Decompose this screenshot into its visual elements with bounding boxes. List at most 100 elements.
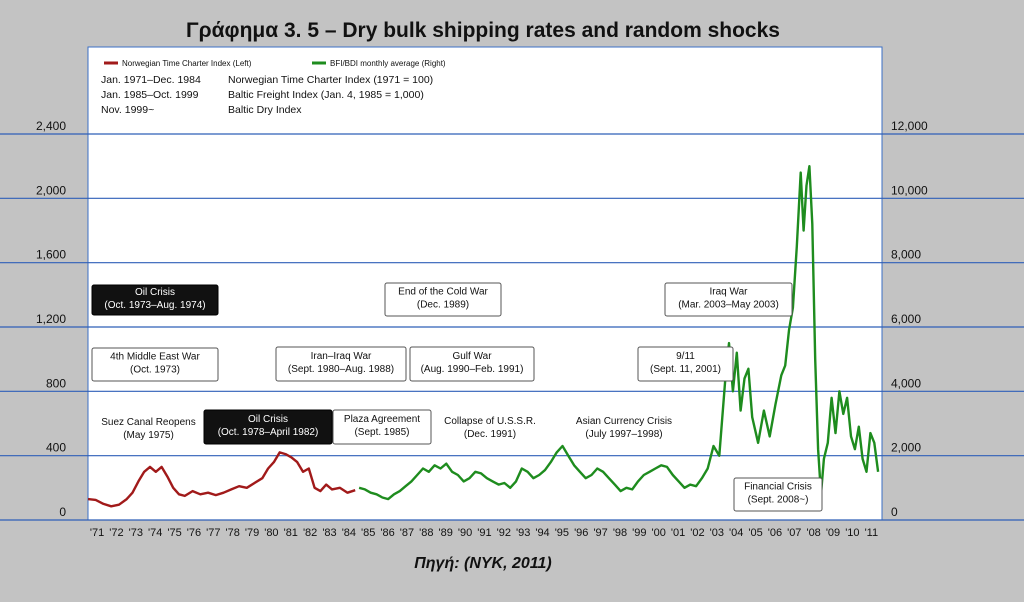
x-tick-label: '07 [787, 527, 801, 539]
index-notes: Jan. 1971–Dec. 1984 Norwegian Time Charte… [101, 74, 433, 116]
x-tick-label: '81 [284, 527, 298, 539]
annotations: Oil Crisis (Oct. 1973–Aug. 1974) 4th Middl… [91, 282, 823, 512]
x-tick-label: '97 [593, 527, 607, 539]
legend-item: Norwegian Time Charter Index (Left) [104, 59, 252, 68]
annotation-box [203, 409, 333, 445]
x-tick-label: '11 [865, 527, 879, 539]
annotation-box [91, 347, 219, 382]
x-tick-label: '91 [477, 527, 491, 539]
x-tick-label: '09 [826, 527, 840, 539]
x-tick-label: '75 [167, 527, 181, 539]
annotation-text: (Sept. 11, 2001) [650, 364, 721, 375]
annotation-box [637, 346, 734, 382]
x-tick-label: '73 [129, 527, 143, 539]
x-tick-label: '82 [303, 527, 317, 539]
annotation-text: Gulf War [452, 351, 492, 362]
annotation: Oil Crisis (Oct. 1973–Aug. 1974) [91, 284, 219, 316]
annotation: Oil Crisis (Oct. 1978–April 1982) [203, 409, 333, 445]
annotation-box [409, 346, 535, 382]
annotation-text: (Oct. 1978–April 1982) [218, 427, 319, 438]
note-period: Nov. 1999~ [101, 104, 154, 116]
note-desc: Baltic Freight Index (Jan. 4, 1985 = 1,0… [228, 89, 424, 101]
annotation-box [664, 282, 793, 317]
annotation-text: (July 1997–1998) [585, 429, 662, 440]
y-left-tick-label: 2,400 [36, 119, 66, 133]
annotation-text: (Sept. 1985) [354, 427, 409, 438]
annotation: Suez Canal Reopens (May 1975) [101, 417, 196, 441]
annotation: Iran–Iraq War (Sept. 1980–Aug. 1988) [275, 346, 407, 382]
y-left-tick-label: 0 [59, 505, 66, 519]
series-lines [87, 165, 880, 508]
y-right-tick-label: 0 [891, 505, 898, 519]
y-right-tick-label: 10,000 [891, 183, 928, 197]
x-tick-label: '04 [729, 527, 743, 539]
ntci-series-line [87, 451, 356, 508]
x-tick-label: '86 [380, 527, 394, 539]
annotation-text: (Aug. 1990–Feb. 1991) [421, 364, 524, 375]
annotation-text: Financial Crisis [744, 482, 812, 493]
x-tick-label: '72 [109, 527, 123, 539]
x-tick-label: '08 [806, 527, 820, 539]
x-tick-label: '78 [225, 527, 239, 539]
bdi-series-line [358, 165, 880, 501]
x-tick-label: '84 [342, 527, 356, 539]
x-tick-label: '89 [439, 527, 453, 539]
annotation: Iraq War (Mar. 2003–May 2003) [664, 282, 793, 317]
annotation-text: (Sept. 1980–Aug. 1988) [288, 364, 394, 375]
annotation-text: Suez Canal Reopens [101, 417, 196, 428]
annotation-text: 4th Middle East War [110, 352, 200, 363]
annotation-text: (May 1975) [123, 430, 174, 441]
annotation-text: Plaza Agreement [344, 414, 420, 425]
annotation-text: Collapse of U.S.S.R. [444, 416, 536, 427]
x-tick-label: '76 [187, 527, 201, 539]
note-period: Jan. 1971–Dec. 1984 [101, 74, 201, 86]
annotation-box [91, 284, 219, 316]
annotation: Financial Crisis (Sept. 2008~) [733, 477, 823, 512]
y-right-tick-label: 2,000 [891, 441, 921, 455]
x-tick-label: '79 [245, 527, 259, 539]
x-tick-label: '85 [361, 527, 375, 539]
x-tick-label: '80 [264, 527, 278, 539]
annotation: Gulf War (Aug. 1990–Feb. 1991) [409, 346, 535, 382]
x-tick-label: '99 [632, 527, 646, 539]
annotation: Asian Currency Crisis (July 1997–1998) [576, 416, 672, 440]
note-desc: Baltic Dry Index [228, 104, 302, 116]
x-tick-label: '01 [671, 527, 685, 539]
annotation: 9/11 (Sept. 11, 2001) [637, 346, 734, 382]
x-tick-label: '87 [400, 527, 414, 539]
legend-label: BFI/BDI monthly average (Right) [330, 59, 446, 68]
chart-title: Γράφημα 3. 5 – Dry bulk shipping rates a… [186, 19, 780, 42]
y-right-tick-label: 6,000 [891, 312, 921, 326]
x-tick-label: '06 [768, 527, 782, 539]
y-left-tick-label: 1,600 [36, 248, 66, 262]
x-tick-label: '10 [845, 527, 859, 539]
annotation: Plaza Agreement (Sept. 1985) [332, 409, 432, 445]
annotation-text: Oil Crisis [248, 414, 288, 425]
y-right-tick-label: 8,000 [891, 248, 921, 262]
x-tick-label: '02 [690, 527, 704, 539]
annotation-text: (Mar. 2003–May 2003) [678, 300, 779, 311]
legend: Norwegian Time Charter Index (Left) BFI/B… [104, 59, 446, 68]
annotation-text: End of the Cold War [398, 287, 488, 298]
x-tick-label: '92 [497, 527, 511, 539]
x-tick-label: '00 [652, 527, 666, 539]
annotation-box [733, 477, 823, 512]
x-axis: '71 '72 '73 '74 '75 '76 '77 '78 '79 '80 '81 '82 '83 '… [90, 527, 878, 539]
annotation-box [384, 282, 502, 317]
x-tick-label: '95 [555, 527, 569, 539]
note-period: Jan. 1985–Oct. 1999 [101, 89, 199, 101]
x-tick-label: '77 [206, 527, 220, 539]
annotation-text: (Dec. 1991) [464, 429, 516, 440]
x-tick-label: '98 [613, 527, 627, 539]
annotation-text: (Dec. 1989) [417, 300, 469, 311]
annotation-text: 9/11 [676, 351, 695, 362]
y-left-tick-label: 2,000 [36, 183, 66, 197]
y-left-tick-label: 800 [46, 376, 66, 390]
x-tick-label: '05 [748, 527, 762, 539]
x-tick-label: '90 [458, 527, 472, 539]
annotation-text: (Sept. 2008~) [748, 495, 809, 506]
annotation-box [332, 409, 432, 445]
y-right-tick-label: 12,000 [891, 119, 928, 133]
x-tick-label: '96 [574, 527, 588, 539]
